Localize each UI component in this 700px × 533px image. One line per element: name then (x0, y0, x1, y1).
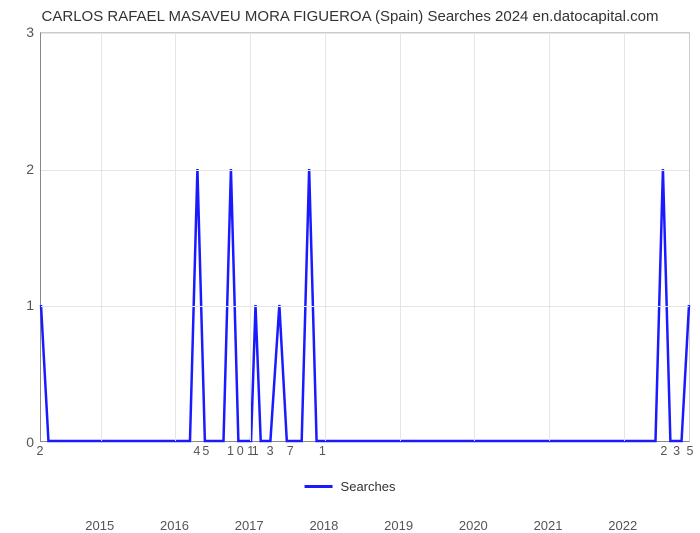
y-tick-label: 0 (0, 434, 34, 450)
gridline-v (175, 33, 176, 441)
gridline-v (325, 33, 326, 441)
gridline-h (41, 306, 689, 307)
data-annotation: 0 (237, 444, 244, 458)
data-annotation: 1 (252, 444, 259, 458)
x-tick-label: 2015 (85, 500, 114, 533)
data-annotation: 3 (267, 444, 274, 458)
data-annotation: 3 (673, 444, 680, 458)
data-annotation: 4 (193, 444, 200, 458)
data-annotation: 1 (227, 444, 234, 458)
series-line (41, 33, 689, 441)
gridline-v (101, 33, 102, 441)
chart-plot-area (40, 32, 690, 442)
x-tick-label: 2021 (534, 500, 563, 533)
x-tick-label: 2017 (235, 500, 264, 533)
x-tick-label: 2019 (384, 500, 413, 533)
x-tick-label: 2018 (309, 500, 338, 533)
data-annotation: 2 (37, 444, 44, 458)
x-tick-label: 2020 (459, 500, 488, 533)
gridline-v (474, 33, 475, 441)
data-annotation: 1 (319, 444, 326, 458)
legend: Searches (305, 479, 396, 494)
x-tick-label: 2022 (608, 500, 637, 533)
y-tick-label: 1 (0, 297, 34, 313)
gridline-v (250, 33, 251, 441)
data-annotation: 5 (687, 444, 694, 458)
legend-label: Searches (341, 479, 396, 494)
gridline-h (41, 170, 689, 171)
data-annotation: 7 (287, 444, 294, 458)
x-tick-label: 2016 (160, 500, 189, 533)
y-tick-label: 3 (0, 24, 34, 40)
chart-title: CARLOS RAFAEL MASAVEU MORA FIGUEROA (Spa… (0, 0, 700, 25)
legend-swatch (305, 485, 333, 488)
gridline-v (624, 33, 625, 441)
gridline-h (41, 33, 689, 34)
data-annotation: 2 (660, 444, 667, 458)
y-tick-label: 2 (0, 161, 34, 177)
gridline-v (549, 33, 550, 441)
data-annotation: 5 (202, 444, 209, 458)
gridline-v (400, 33, 401, 441)
